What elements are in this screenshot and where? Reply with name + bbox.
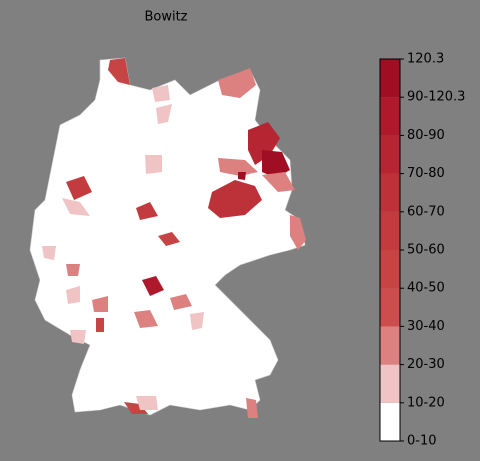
region xyxy=(66,176,92,200)
legend-label: 0-10 xyxy=(407,434,437,449)
region xyxy=(62,198,90,216)
region xyxy=(262,150,290,178)
region xyxy=(218,68,256,98)
germany-map xyxy=(29,57,306,418)
legend-swatch xyxy=(380,59,400,98)
legend-label: 120.3 xyxy=(407,52,444,67)
legend-swatch xyxy=(380,97,400,136)
legend-label: 30-40 xyxy=(407,319,445,334)
region xyxy=(238,172,246,180)
legend-swatch xyxy=(380,402,400,441)
region xyxy=(170,294,192,310)
legend-swatch xyxy=(380,211,400,250)
legend-swatch xyxy=(380,173,400,212)
region xyxy=(290,215,306,250)
legend-label: 40-50 xyxy=(407,281,445,296)
legend-swatch xyxy=(380,250,400,289)
region xyxy=(218,158,258,176)
region xyxy=(124,402,148,414)
region xyxy=(70,330,86,344)
legend-swatch xyxy=(380,135,400,174)
legend-label: 50-60 xyxy=(407,243,445,258)
region xyxy=(108,58,130,85)
region xyxy=(190,312,204,330)
legend-swatch xyxy=(380,288,400,327)
region xyxy=(66,286,80,304)
legend-label: 90-120.3 xyxy=(407,90,465,105)
region xyxy=(208,180,262,218)
region xyxy=(136,396,158,410)
legend-swatch xyxy=(380,326,400,365)
region xyxy=(145,155,162,174)
region xyxy=(92,296,108,312)
region xyxy=(248,122,280,165)
region xyxy=(96,318,104,332)
legend-label: 10-20 xyxy=(407,395,445,410)
region xyxy=(158,232,180,246)
region xyxy=(246,398,258,418)
region-highlights xyxy=(42,58,306,418)
colorbar: 0-10 10-20 20-30 30-40 40-50 50-60 60-70 70-80 8… xyxy=(379,52,465,449)
legend-label: 60-70 xyxy=(407,204,445,219)
region xyxy=(142,276,164,296)
region xyxy=(136,202,158,220)
legend-label: 20-30 xyxy=(407,357,445,372)
region xyxy=(262,172,295,192)
legend-label: 80-90 xyxy=(407,128,445,143)
region xyxy=(152,85,170,102)
region xyxy=(156,104,172,124)
legend-label: 70-80 xyxy=(407,166,445,181)
region xyxy=(66,264,80,276)
region xyxy=(42,246,56,260)
region xyxy=(134,310,158,328)
map-title: Bowitz xyxy=(144,10,187,25)
legend-swatch xyxy=(380,364,400,403)
